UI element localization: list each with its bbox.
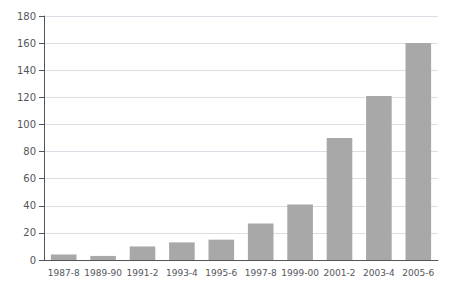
svg-text:1997-8: 1997-8 [245, 268, 277, 278]
svg-text:1987-8: 1987-8 [48, 268, 80, 278]
svg-text:1993-4: 1993-4 [166, 268, 198, 278]
svg-text:1999-00: 1999-00 [281, 268, 319, 278]
svg-text:0: 0 [30, 255, 36, 266]
svg-text:1995-6: 1995-6 [205, 268, 237, 278]
svg-text:2001-2: 2001-2 [324, 268, 356, 278]
svg-text:40: 40 [23, 200, 36, 211]
svg-text:120: 120 [17, 92, 36, 103]
svg-text:2003-4: 2003-4 [363, 268, 395, 278]
svg-text:100: 100 [17, 119, 36, 130]
svg-text:2005-6: 2005-6 [402, 268, 434, 278]
svg-text:160: 160 [17, 38, 36, 49]
svg-text:1989-90: 1989-90 [84, 268, 122, 278]
svg-text:1991-2: 1991-2 [127, 268, 159, 278]
svg-text:80: 80 [23, 146, 36, 157]
svg-text:60: 60 [23, 173, 36, 184]
svg-text:140: 140 [17, 65, 36, 76]
svg-text:20: 20 [23, 227, 36, 238]
svg-text:180: 180 [17, 11, 36, 22]
